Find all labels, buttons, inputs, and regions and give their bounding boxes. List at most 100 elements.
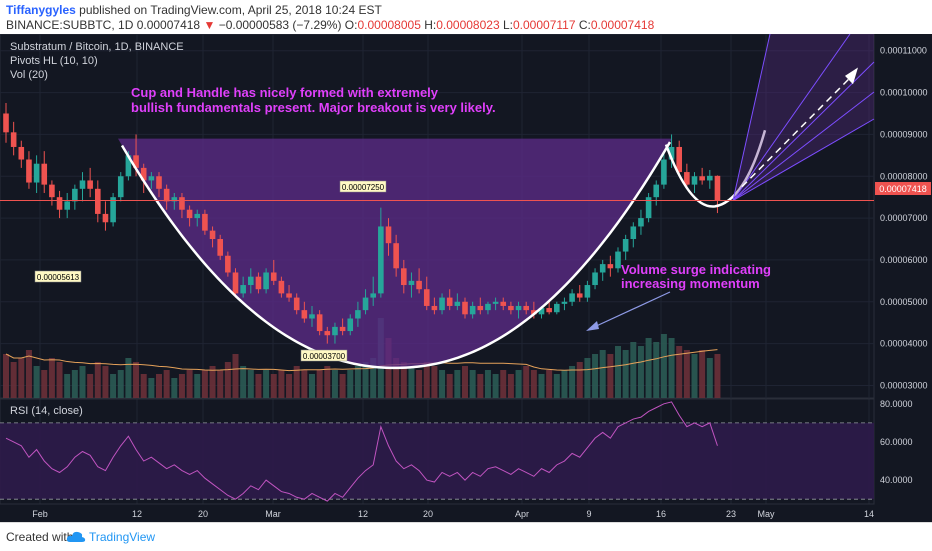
- volume-bar: [714, 354, 721, 398]
- volume-bar: [293, 366, 300, 398]
- volume-bar: [87, 374, 94, 398]
- rsi-tick-label: 40.0000: [880, 475, 913, 485]
- candle-body: [163, 188, 170, 202]
- volume-bar: [270, 374, 277, 398]
- volume-bar: [3, 354, 9, 398]
- candle-body: [462, 301, 468, 315]
- volume-bar: [561, 370, 568, 398]
- y-axis: 0.00011000 0.00010000 0.00009000 0.00008000…: [880, 46, 928, 391]
- candle-body: [707, 175, 713, 181]
- volume-bar: [362, 362, 369, 398]
- volume-bar: [79, 366, 86, 398]
- candle-body: [117, 176, 124, 198]
- volume-bar: [484, 370, 491, 398]
- volume-bar: [699, 350, 706, 398]
- volume-bar: [615, 346, 621, 398]
- candle-body: [125, 155, 132, 177]
- candle-body: [278, 280, 285, 294]
- svg-text:0.00005613: 0.00005613: [37, 273, 80, 282]
- x-tick-label: Apr: [515, 509, 529, 519]
- fan-line: [732, 91, 875, 201]
- candle-body: [309, 314, 315, 319]
- candle-body: [339, 326, 346, 332]
- cup-curve: [120, 141, 672, 370]
- volume-bar: [163, 370, 170, 398]
- volume-bar: [148, 378, 155, 398]
- candle-body: [653, 184, 660, 198]
- pivot-high-label: 0.00007250: [339, 180, 387, 193]
- volume-bar: [33, 366, 40, 398]
- volume-bar: [645, 338, 652, 398]
- candle-body: [270, 272, 277, 281]
- volume-bar: [423, 362, 430, 398]
- candle-body: [79, 180, 86, 189]
- candle-body: [546, 308, 552, 313]
- volume-bar: [309, 374, 315, 398]
- candle-body: [393, 243, 399, 269]
- volume-bar: [607, 354, 614, 398]
- candle-body: [378, 226, 384, 294]
- candle-body: [232, 272, 239, 294]
- x-tick-label: May: [757, 509, 775, 519]
- tradingview-link[interactable]: TradingView: [89, 530, 156, 544]
- change-value: −0.00000583 (−7.29%): [218, 18, 342, 32]
- volume-bar: [569, 366, 576, 398]
- volume-bar: [431, 366, 438, 398]
- volume-bar: [102, 366, 109, 398]
- candle-body: [370, 293, 376, 298]
- tradingview-cloud-icon: [66, 531, 86, 542]
- volume-bar: [286, 374, 293, 398]
- volume-bar: [576, 362, 583, 398]
- volume-bar: [347, 370, 354, 398]
- volume-bar: [56, 362, 63, 398]
- candle-body: [515, 305, 522, 311]
- volume-bar: [201, 370, 208, 398]
- volume-bar: [171, 378, 178, 398]
- candle-body: [408, 280, 415, 286]
- volume-bar: [48, 358, 55, 398]
- x-tick-label: 12: [358, 509, 368, 519]
- chart-svg[interactable]: Substratum / Bitcoin, 1D, BINANCE Pivots…: [0, 33, 932, 522]
- volume-bar: [492, 374, 499, 398]
- svg-text:0.00007418: 0.00007418: [879, 184, 927, 194]
- x-tick-label: 14: [864, 509, 874, 519]
- candle-body: [217, 239, 223, 256]
- candles: [3, 103, 721, 344]
- candle-body: [645, 197, 652, 219]
- author-link[interactable]: Tiffanygyles: [6, 3, 76, 17]
- handle-curve: [664, 129, 767, 208]
- volume-bar: [324, 366, 331, 398]
- volume-bar: [538, 374, 545, 398]
- svg-text:0.00007250: 0.00007250: [342, 183, 385, 192]
- volume-bar: [240, 366, 247, 398]
- candle-body: [599, 264, 606, 273]
- candle-body: [26, 159, 32, 183]
- volume-bar: [676, 346, 683, 398]
- volume-bar: [178, 374, 185, 398]
- candle-body: [576, 293, 583, 298]
- candle-body: [72, 188, 78, 202]
- volume-bar: [553, 374, 560, 398]
- volume-bar: [515, 370, 522, 398]
- candle-body: [584, 285, 591, 298]
- fan-area: [733, 34, 874, 201]
- volume-bar: [439, 370, 446, 398]
- candle-body: [293, 297, 300, 311]
- volume-bars: [3, 318, 721, 398]
- volume-bar: [133, 362, 140, 398]
- volume-bar: [653, 342, 660, 398]
- volume-bar: [454, 370, 461, 398]
- volume-bar: [224, 362, 231, 398]
- rsi-label: RSI (14, close): [10, 405, 83, 417]
- chart-container[interactable]: Substratum / Bitcoin, 1D, BINANCE Pivots…: [0, 33, 932, 522]
- rsi-line: [5, 401, 718, 502]
- candle-body: [439, 297, 445, 311]
- x-tick-label: 20: [423, 509, 433, 519]
- volume-bar: [194, 374, 201, 398]
- volume-bar: [477, 374, 484, 398]
- candle-body: [508, 305, 514, 311]
- candle-body: [485, 303, 491, 311]
- volume-bar: [622, 350, 629, 398]
- rsi-y-axis: 80.0000 60.0000 40.0000: [880, 399, 913, 485]
- volume-bar: [247, 370, 254, 398]
